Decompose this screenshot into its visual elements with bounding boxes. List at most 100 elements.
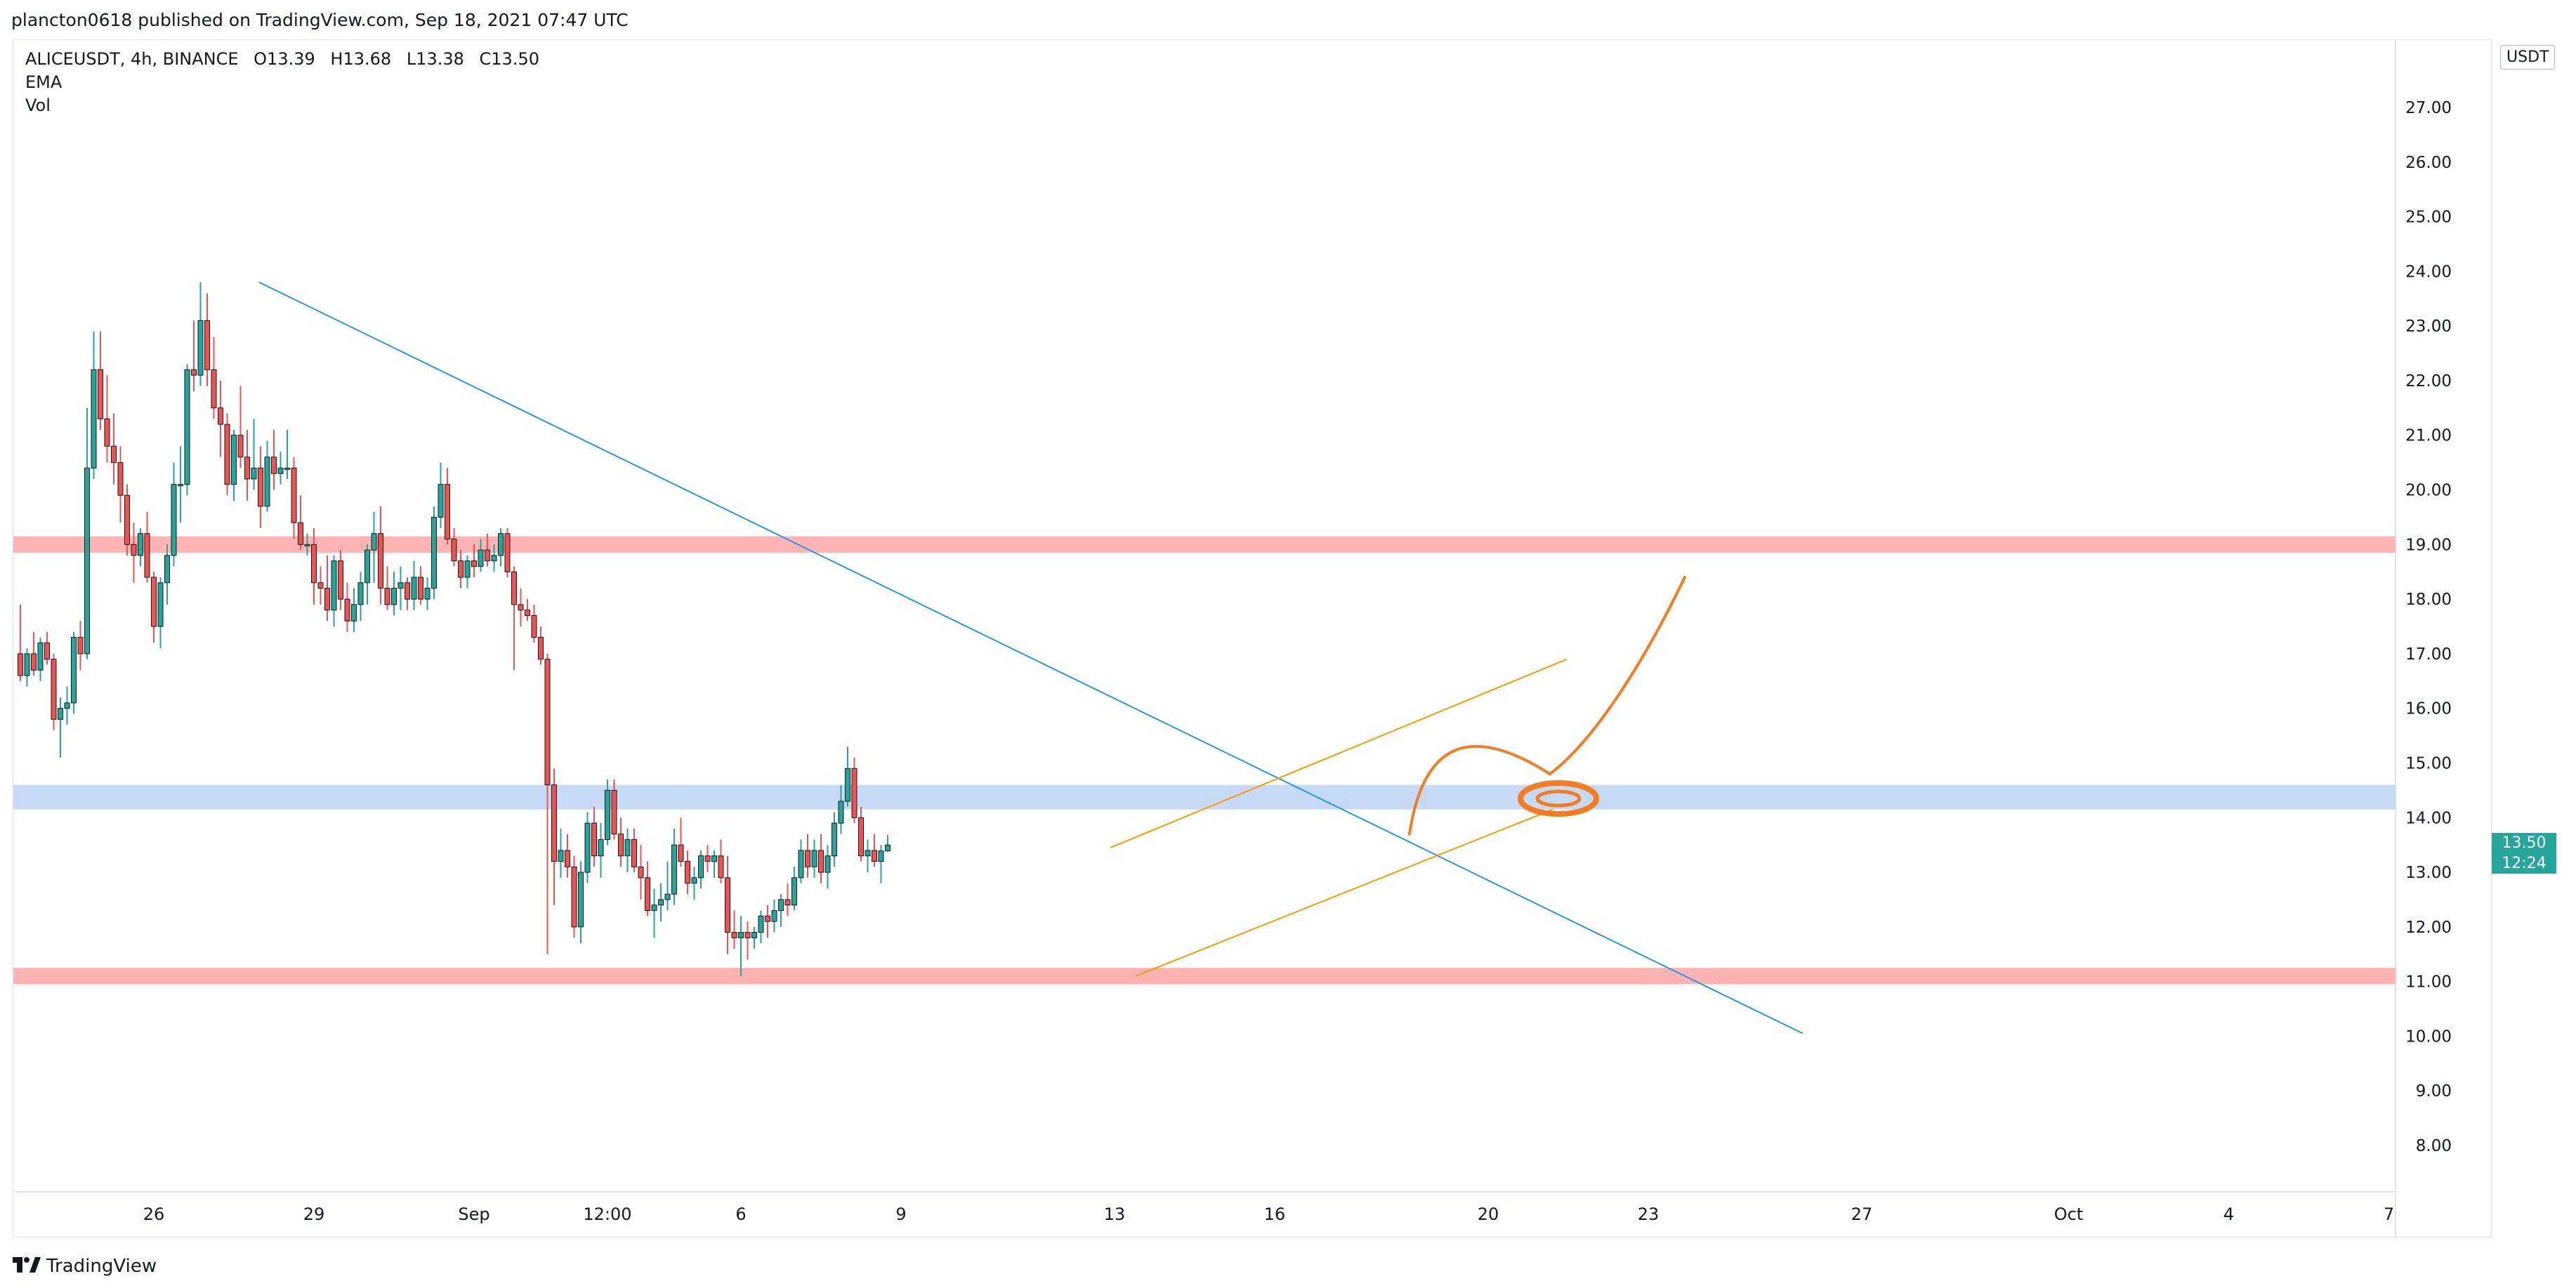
candle-body — [211, 369, 217, 409]
candle-body — [664, 893, 671, 900]
candle-body — [691, 877, 697, 884]
candle-body — [538, 637, 544, 660]
price-tick-label: 23.00 — [2405, 317, 2452, 336]
candle-body — [598, 839, 604, 857]
price-tick-label: 18.00 — [2405, 591, 2452, 609]
price-tick-label: 26.00 — [2405, 154, 2452, 172]
candle-body — [264, 456, 270, 507]
candle-body — [184, 369, 190, 485]
candle-body — [458, 560, 464, 578]
channel-lower-line[interactable] — [1135, 808, 1553, 977]
current-price-badge: 13.50 12:24 — [2492, 833, 2556, 874]
legend-symbol[interactable]: ALICEUSDT, 4h, BINANCE — [25, 49, 239, 69]
candle-body — [558, 850, 564, 862]
support-zone-lower — [13, 968, 2396, 985]
time-tick-label: Oct — [2054, 1204, 2084, 1224]
legend-indicator-vol[interactable]: Vol — [25, 96, 51, 115]
candle-body — [124, 494, 130, 545]
candle-body — [364, 549, 370, 584]
candle-body — [711, 855, 717, 862]
candle-body — [865, 850, 871, 857]
price-tick-label: 25.00 — [2405, 209, 2452, 227]
candle-body — [338, 560, 343, 600]
candle-body — [351, 604, 357, 622]
candle-body — [104, 418, 110, 447]
resistance-zone-upper — [13, 536, 2396, 553]
candle-body — [491, 555, 497, 562]
candle-body — [838, 801, 844, 824]
candle-body — [304, 544, 310, 546]
price-tick-label: 27.00 — [2405, 99, 2452, 117]
candle-body — [218, 407, 223, 425]
time-tick-label: 29 — [303, 1204, 325, 1224]
candle-body — [885, 844, 891, 852]
legend-indicator-ema[interactable]: EMA — [25, 72, 63, 92]
candle-body — [291, 467, 297, 523]
candle-body — [504, 533, 511, 572]
candle-body — [371, 533, 377, 551]
candle-body — [98, 369, 103, 419]
legend-symbol-row[interactable]: ALICEUSDT, 4h, BINANCE O13.39 H13.68 L13… — [25, 48, 549, 71]
projection-arrow-path[interactable] — [1408, 575, 1686, 836]
candle-body — [397, 582, 404, 589]
candle-body — [784, 899, 791, 906]
price-axis-currency[interactable]: USDT — [2500, 45, 2556, 70]
candle-body — [645, 877, 650, 912]
candle-body — [431, 516, 437, 589]
candle-body — [117, 462, 124, 496]
candle-body — [384, 588, 390, 605]
candle-body — [685, 860, 690, 884]
candle-body — [651, 905, 657, 912]
chart-plot[interactable]: 27.00 26.00 25.00 24.00 23.00 22.00 21.00 20.00… — [13, 40, 2492, 1238]
tradingview-logo[interactable]: TradingView — [13, 1254, 157, 1277]
candle-body — [725, 877, 730, 933]
candle-body — [591, 822, 597, 857]
publisher-caption: plancton0618 published on TradingView.co… — [11, 10, 629, 30]
price-tick-label: 21.00 — [2405, 427, 2452, 445]
candle-body — [331, 560, 337, 611]
price-tick-label: 16.00 — [2405, 700, 2452, 718]
candle-body — [251, 467, 257, 480]
legend-close: C13.50 — [479, 49, 539, 69]
candle-body — [111, 445, 117, 464]
candle-body — [237, 435, 244, 458]
price-tick-label: 20.00 — [2405, 482, 2452, 500]
time-tick-label: 20 — [1478, 1204, 1499, 1224]
candle-body — [164, 555, 170, 584]
time-tick-label: 4 — [2223, 1204, 2234, 1224]
candle-body — [58, 708, 63, 720]
candle-body — [151, 577, 157, 627]
candle-body — [778, 899, 784, 912]
price-tick-label: 13.00 — [2405, 864, 2452, 882]
channel-upper-line[interactable] — [1110, 658, 1568, 848]
price-tick-label: 14.00 — [2405, 809, 2452, 827]
candle-body — [424, 588, 431, 600]
tradingview-logo-icon — [13, 1254, 41, 1277]
price-tick-label: 17.00 — [2405, 645, 2452, 664]
candle-body — [565, 850, 570, 867]
time-tick-label: 7 — [2384, 1204, 2394, 1224]
time-tick-label: 9 — [895, 1204, 906, 1224]
candle-body — [438, 484, 444, 518]
price-tick-label: 12.00 — [2405, 919, 2452, 937]
candle-body — [671, 844, 677, 895]
candle-body — [584, 822, 591, 873]
candle-body — [131, 544, 137, 556]
candle-body — [224, 423, 230, 485]
candle-body — [751, 932, 757, 938]
candle-body — [731, 932, 737, 938]
trendline-descending[interactable] — [258, 282, 1803, 1034]
candle-body — [464, 560, 471, 578]
candle-body — [531, 615, 537, 638]
candle-body — [18, 653, 23, 676]
candle-body — [805, 850, 810, 867]
price-tick-label: 15.00 — [2405, 754, 2452, 773]
candle-body — [24, 653, 30, 676]
breakout-circle[interactable] — [1518, 780, 1599, 817]
price-tick-label: 11.00 — [2405, 973, 2452, 992]
candle-body — [324, 588, 330, 611]
candle-body — [31, 653, 37, 671]
candle-body — [471, 560, 477, 567]
chart-area[interactable]: 27.00 26.00 25.00 24.00 23.00 22.00 21.00 20.00… — [13, 39, 2492, 1238]
candle-body — [411, 577, 417, 600]
